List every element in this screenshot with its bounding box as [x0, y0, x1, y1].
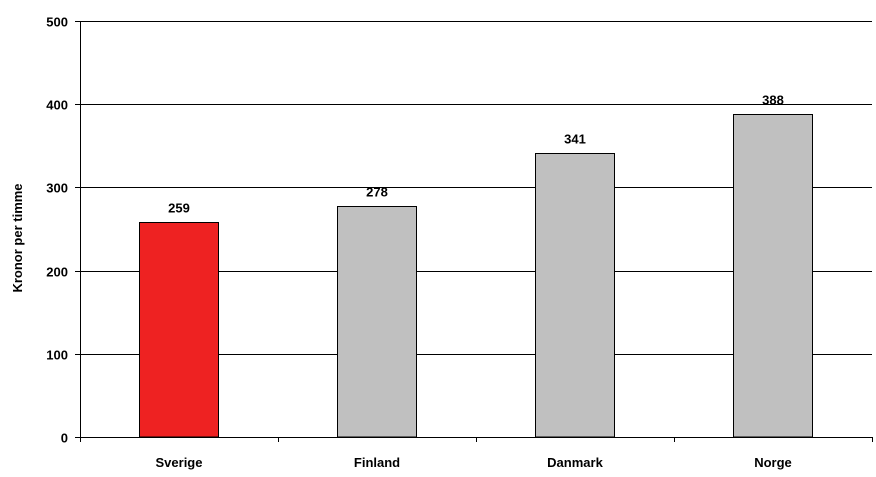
x-category-label: Danmark: [547, 455, 603, 470]
y-tick-label: 100: [46, 348, 68, 363]
bar-norge: [733, 114, 813, 438]
y-axis-title: Kronor per timme: [10, 183, 25, 292]
data-label: 278: [366, 185, 388, 200]
y-tick-label: 200: [46, 265, 68, 280]
y-tick-label: 500: [46, 15, 68, 30]
data-label: 259: [168, 201, 190, 216]
bar-danmark: [535, 153, 615, 438]
y-tick-label: 300: [46, 181, 68, 196]
bar-sverige: [139, 222, 219, 438]
x-category-label: Sverige: [156, 455, 203, 470]
data-label: 341: [564, 132, 586, 147]
x-category-label: Finland: [354, 455, 400, 470]
y-tick-label: 400: [46, 98, 68, 113]
bar-finland: [337, 206, 417, 438]
data-label: 388: [762, 93, 784, 108]
bars: [139, 114, 813, 438]
labels: 0 100 200 300 400 500 259 Sverige 278 Finland 341 D…: [46, 15, 791, 471]
y-tick-label: 0: [61, 431, 68, 446]
x-category-label: Norge: [754, 455, 792, 470]
axes: [75, 21, 873, 442]
